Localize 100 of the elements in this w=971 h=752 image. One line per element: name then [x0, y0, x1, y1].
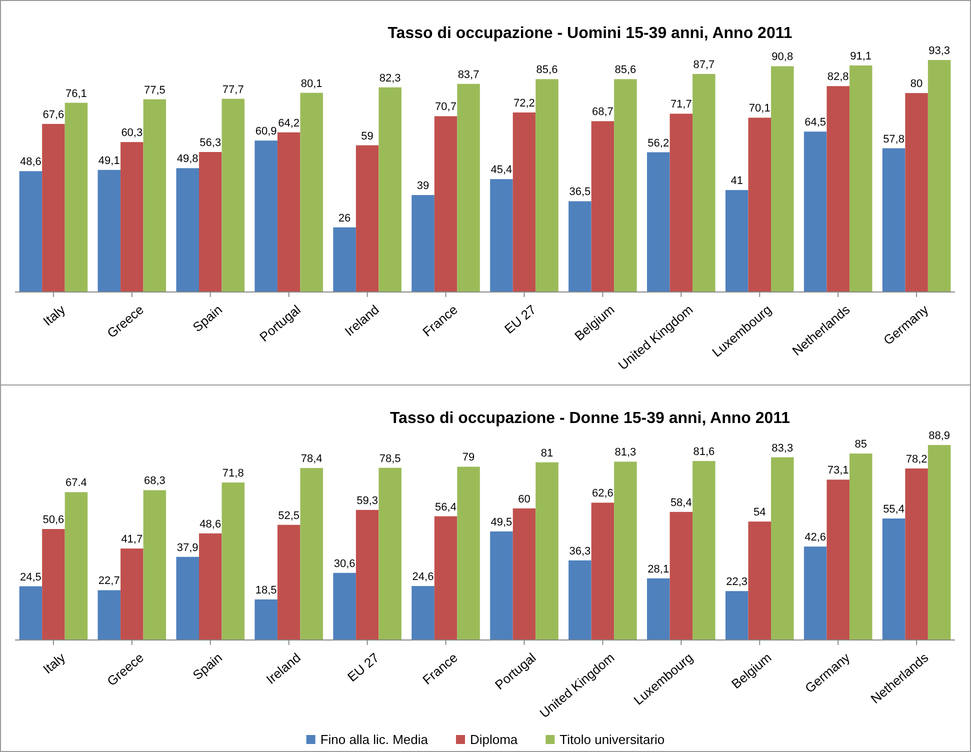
bar	[42, 124, 65, 292]
data-label: 78,2	[906, 453, 928, 466]
data-label: 52,5	[278, 510, 300, 522]
bar	[64, 492, 88, 640]
bar	[356, 145, 379, 292]
data-label: 22,7	[98, 575, 120, 588]
bar	[512, 508, 536, 640]
legend-label: Diploma	[470, 732, 518, 747]
x-tick-label: Italy	[40, 650, 68, 677]
x-tick-label: Italy	[40, 302, 68, 329]
bar	[804, 546, 827, 640]
bar	[725, 591, 748, 640]
bar	[143, 99, 166, 292]
data-label: 59,3	[356, 494, 378, 507]
bar	[412, 195, 434, 292]
bar	[378, 468, 402, 640]
bar	[849, 454, 872, 640]
data-label: 41,7	[121, 534, 143, 546]
bar	[64, 102, 88, 292]
bar	[277, 132, 300, 292]
bar	[198, 533, 222, 640]
bar	[748, 522, 772, 640]
data-label: 24,6	[412, 571, 434, 584]
bar	[434, 116, 458, 292]
bar	[928, 60, 951, 292]
bar	[771, 457, 794, 640]
bar	[300, 92, 323, 292]
bar	[905, 93, 928, 292]
data-label: 54	[754, 506, 766, 519]
bar	[457, 84, 480, 292]
data-label: 36,5	[569, 186, 591, 198]
data-label: 60	[518, 493, 530, 506]
bar	[19, 586, 42, 640]
bar	[748, 118, 772, 292]
data-label: 45,4	[490, 164, 512, 176]
bar	[692, 461, 716, 640]
data-label: 80	[910, 78, 923, 90]
data-label: 76,1	[66, 88, 87, 100]
data-label: 49,8	[176, 153, 198, 166]
bar	[176, 168, 199, 292]
bar	[536, 79, 558, 292]
bar	[333, 572, 356, 640]
bar	[647, 152, 670, 292]
bar	[333, 227, 356, 292]
bar	[849, 65, 872, 292]
bar	[614, 462, 637, 640]
data-label: 83,3	[772, 442, 794, 454]
bar	[591, 121, 614, 292]
bar	[120, 548, 144, 640]
data-label: 64,5	[804, 116, 826, 129]
bar	[804, 132, 827, 292]
bar	[536, 462, 558, 640]
data-label: 81,6	[693, 446, 715, 458]
data-label: 42,6	[804, 532, 826, 544]
data-label: 72,2	[514, 97, 535, 110]
bar	[412, 586, 434, 640]
bar	[378, 87, 402, 292]
data-label: 57,8	[883, 133, 904, 146]
data-label: 30,6	[334, 558, 356, 570]
bar	[277, 524, 300, 640]
legend-label: Fino alla lic. Media	[320, 732, 429, 747]
chart-title: Tasso di occupazione - Donne 15-39 anni, Anno 2011	[390, 410, 790, 427]
data-label: 48,6	[200, 518, 222, 530]
bar	[882, 518, 906, 640]
data-label: 60,9	[255, 126, 277, 138]
data-label: 73,1	[827, 464, 849, 477]
data-label: 59	[361, 130, 374, 142]
bar	[692, 74, 716, 292]
data-label: 77,7	[222, 84, 244, 96]
data-label: 55,4	[883, 503, 904, 516]
bar	[120, 142, 144, 292]
bar	[98, 590, 121, 640]
data-label: 49,1	[98, 154, 120, 167]
x-tick-label: EU 27	[501, 302, 539, 337]
bar	[670, 512, 693, 640]
data-label: 77,5	[144, 84, 166, 96]
bar	[198, 152, 222, 292]
data-label: 93,3	[928, 45, 950, 57]
bar	[254, 599, 278, 640]
data-label: 71,7	[670, 98, 692, 111]
data-label: 85,6	[536, 64, 558, 76]
bar	[143, 490, 166, 640]
bar	[42, 529, 65, 640]
bar	[725, 190, 748, 292]
data-label: 83,7	[458, 68, 480, 81]
data-label: 67.4	[66, 477, 87, 490]
data-label: 79	[462, 452, 475, 464]
data-label: 36,3	[569, 545, 591, 558]
data-label: 70,7	[435, 101, 456, 114]
data-label: 56,4	[435, 501, 456, 514]
data-label: 87,7	[693, 58, 715, 71]
data-label: 67,6	[42, 108, 64, 121]
bar	[512, 112, 536, 292]
bar	[614, 79, 637, 292]
bar	[826, 86, 850, 292]
bar	[434, 516, 458, 640]
bar	[356, 510, 379, 640]
bar	[222, 98, 245, 292]
bar	[19, 171, 42, 292]
data-label: 49,5	[490, 516, 512, 528]
